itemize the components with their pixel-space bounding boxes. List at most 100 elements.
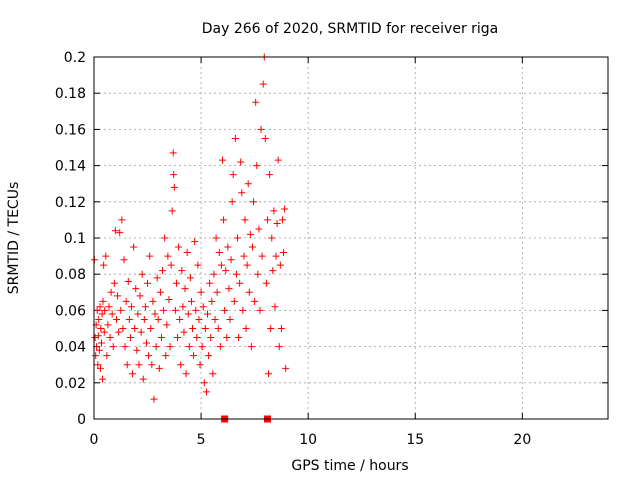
data-point — [107, 288, 115, 296]
data-point — [262, 279, 270, 287]
data-point — [179, 303, 187, 311]
data-point — [154, 315, 162, 323]
data-point — [175, 243, 183, 251]
data-point — [256, 306, 264, 314]
data-point — [131, 325, 139, 332]
data-point — [212, 234, 220, 242]
data-point — [119, 325, 127, 332]
data-point — [259, 80, 267, 88]
data-point — [172, 279, 180, 287]
y-tick-label: 0.2 — [64, 50, 86, 66]
data-point — [142, 339, 150, 347]
data-point — [103, 352, 111, 360]
data-point — [183, 248, 191, 256]
data-point — [151, 310, 159, 318]
data-point — [106, 334, 114, 342]
data-point — [100, 261, 108, 269]
data-point — [238, 189, 246, 197]
data-point — [215, 248, 223, 256]
data-point — [146, 252, 154, 260]
y-tick-label: 0.06 — [55, 303, 86, 319]
data-point — [250, 198, 258, 206]
data-point — [169, 149, 177, 157]
data-point — [229, 171, 237, 179]
data-point — [129, 370, 137, 378]
data-point — [231, 134, 239, 142]
data-point — [193, 334, 201, 342]
data-point — [116, 229, 124, 237]
data-point — [258, 252, 266, 260]
data-point — [192, 306, 200, 314]
data-point — [102, 252, 110, 260]
data-point — [92, 352, 100, 360]
data-point — [95, 315, 103, 323]
data-point — [149, 297, 157, 305]
data-point — [265, 370, 273, 378]
data-point — [111, 227, 119, 235]
data-point — [244, 180, 252, 188]
data-point — [177, 361, 185, 369]
grid — [94, 57, 608, 419]
data-point — [170, 171, 178, 179]
y-tick-label: 0.12 — [55, 195, 86, 211]
y-tick-label: 0.1 — [64, 231, 86, 247]
data-point — [117, 306, 125, 314]
data-point — [125, 315, 133, 323]
data-point — [123, 361, 131, 369]
data-point — [275, 343, 283, 351]
data-point — [267, 325, 275, 332]
data-point — [163, 321, 171, 329]
data-point — [278, 216, 286, 224]
x-tick-label: 5 — [197, 432, 206, 448]
y-tick-label: 0.14 — [55, 159, 86, 175]
data-point — [121, 343, 129, 351]
data-point — [266, 171, 274, 179]
data-point — [235, 334, 243, 342]
data-point — [134, 310, 142, 318]
data-point — [199, 303, 207, 311]
data-point — [96, 303, 104, 311]
data-point — [152, 343, 160, 351]
data-point — [239, 306, 247, 314]
y-axis-label: SRMTID / TECUs — [6, 182, 22, 295]
chart-title: Day 266 of 2020, SRMTID for receiver rig… — [202, 21, 499, 37]
data-point — [200, 379, 208, 387]
data-point — [213, 288, 221, 296]
data-point — [108, 310, 116, 318]
data-point — [174, 334, 182, 342]
data-point — [93, 306, 101, 314]
data-point — [139, 375, 147, 383]
data-point — [282, 364, 290, 372]
data-point — [133, 346, 141, 354]
data-point — [198, 343, 206, 351]
data-point — [130, 243, 138, 251]
data-point — [100, 328, 108, 336]
data-point — [205, 352, 213, 360]
data-point — [162, 352, 170, 360]
data-point — [145, 352, 153, 360]
data-point — [97, 339, 105, 347]
data-point — [95, 346, 103, 354]
data-point — [144, 279, 152, 287]
y-tick-label: 0.02 — [55, 376, 86, 392]
data-point — [118, 216, 126, 224]
data-point — [150, 395, 158, 403]
data-point — [99, 297, 107, 305]
data-point — [168, 207, 176, 215]
data-point — [189, 325, 197, 332]
data-point — [209, 370, 217, 378]
data-point — [237, 158, 245, 166]
data-point — [263, 216, 271, 224]
data-point — [271, 303, 279, 311]
data-point — [270, 207, 278, 215]
data-point — [221, 306, 229, 314]
data-point — [157, 334, 165, 342]
data-point — [126, 334, 134, 342]
data-point — [124, 277, 132, 285]
data-point — [155, 364, 163, 372]
data-point — [181, 285, 189, 293]
data-point — [195, 315, 203, 323]
data-point — [226, 315, 234, 323]
data-point — [223, 334, 231, 342]
